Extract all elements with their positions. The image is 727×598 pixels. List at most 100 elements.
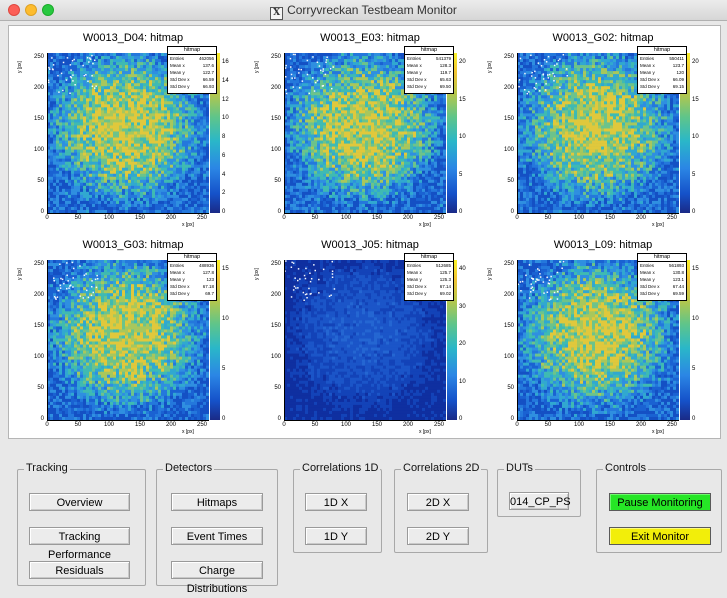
y-tick-label: 50 <box>24 178 44 184</box>
z-tick-label: 15 <box>692 266 699 272</box>
charge-distributions-button[interactable]: Charge Distributions <box>171 561 263 579</box>
hitmap-title: W0013_L09: hitmap <box>487 239 719 251</box>
z-tick-label: 10 <box>692 134 699 140</box>
stats-value: 127.8 <box>203 269 214 276</box>
x-tick-label: 0 <box>507 422 527 428</box>
z-tick-label: 20 <box>459 341 466 347</box>
x-tick-label: 0 <box>274 215 294 221</box>
hitmap-title: W0013_G02: hitmap <box>487 32 719 44</box>
y-tick-label: 150 <box>494 116 514 122</box>
y-axis-label: y [px] <box>17 61 23 73</box>
y-tick-label: 100 <box>24 354 44 360</box>
correlation-2d-y-button[interactable]: 2D Y <box>407 527 469 545</box>
x-tick-label: 150 <box>367 215 387 221</box>
y-axis-label: y [px] <box>17 268 23 280</box>
stats-value: 137.6 <box>203 62 214 69</box>
hitmap-title: W0013_G03: hitmap <box>17 239 249 251</box>
stats-value: 122.7 <box>203 69 214 76</box>
x-tick-label: 50 <box>68 422 88 428</box>
y-tick-label: 100 <box>261 354 281 360</box>
z-tick-label: 30 <box>459 304 466 310</box>
y-axis-label: y [px] <box>254 268 260 280</box>
z-tick-label: 10 <box>222 316 229 322</box>
z-tick-label: 0 <box>692 209 695 215</box>
stats-value: 69.59 <box>673 290 684 297</box>
z-tick-label: 6 <box>222 153 225 159</box>
correlation-2d-x-button[interactable]: 2D X <box>407 493 469 511</box>
stats-key: Entries <box>640 55 654 62</box>
tracking-performance-button[interactable]: Tracking Performance <box>29 527 130 545</box>
hitmaps-button[interactable]: Hitmaps <box>171 493 263 511</box>
event-times-button[interactable]: Event Times <box>171 527 263 545</box>
exit-monitor-button[interactable]: Exit Monitor <box>609 527 711 545</box>
z-tick-label: 4 <box>222 172 225 178</box>
z-tick-label: 5 <box>692 366 695 372</box>
stats-key: Mean x <box>170 269 185 276</box>
stats-key: Std Dev x <box>407 283 427 290</box>
z-tick-label: 15 <box>222 266 229 272</box>
z-tick-label: 0 <box>459 209 462 215</box>
y-axis-line <box>47 260 48 420</box>
x-axis-label: x [px] <box>419 429 431 435</box>
stats-value: 67.18 <box>203 283 214 290</box>
tracking-group: Tracking Overview Tracking Performance R… <box>17 469 146 586</box>
x-tick-label: 50 <box>305 422 325 428</box>
z-tick-label: 8 <box>222 134 225 140</box>
stats-value: 462056 <box>199 55 214 62</box>
window-title: Corryvreckan Testbeam Monitor <box>287 3 457 17</box>
stats-value: 123.1 <box>673 276 684 283</box>
stats-value: 66.09 <box>673 76 684 83</box>
stats-key: Std Dev y <box>170 290 190 297</box>
y-axis-line <box>284 53 285 213</box>
z-tick-label: 2 <box>222 190 225 196</box>
y-axis-line <box>47 53 48 213</box>
z-tick-label: 5 <box>692 172 695 178</box>
stats-key: Mean y <box>640 276 655 283</box>
x-tick-label: 0 <box>37 422 57 428</box>
z-tick-label: 12 <box>222 97 229 103</box>
overview-button[interactable]: Overview <box>29 493 130 511</box>
y-tick-label: 200 <box>24 292 44 298</box>
stats-value: 66.93 <box>203 83 214 90</box>
z-tick-label: 40 <box>459 266 466 272</box>
x-tick-label: 250 <box>662 422 682 428</box>
dut-014-cp-ps-button[interactable]: 014_CP_PS <box>509 492 569 510</box>
x-axis-line <box>284 213 446 214</box>
correlation-1d-y-button[interactable]: 1D Y <box>305 527 367 545</box>
z-tick-label: 0 <box>459 416 462 422</box>
stats-value: 130.8 <box>673 269 684 276</box>
pause-monitoring-label: Pause Monitoring <box>617 497 703 509</box>
y-tick-label: 200 <box>261 292 281 298</box>
stats-key: Mean x <box>407 269 422 276</box>
hitmap-title: W0013_J05: hitmap <box>254 239 486 251</box>
x-axis-line <box>284 420 446 421</box>
stats-name: hitmap <box>638 254 686 262</box>
y-tick-label: 50 <box>261 385 281 391</box>
pause-monitoring-button[interactable]: Pause Monitoring <box>609 493 711 511</box>
correlation-1d-x-button[interactable]: 1D X <box>305 493 367 511</box>
y-tick-label: 200 <box>494 85 514 91</box>
correlations-1d-group-label: Correlations 1D <box>300 462 380 474</box>
x-axis-label: x [px] <box>652 222 664 228</box>
controls-group-label: Controls <box>603 462 648 474</box>
z-tick-label: 5 <box>459 172 462 178</box>
stats-name: hitmap <box>405 47 453 55</box>
x-tick-label: 150 <box>130 215 150 221</box>
correlations-2d-group-label: Correlations 2D <box>401 462 481 474</box>
residuals-button[interactable]: Residuals <box>29 561 130 579</box>
